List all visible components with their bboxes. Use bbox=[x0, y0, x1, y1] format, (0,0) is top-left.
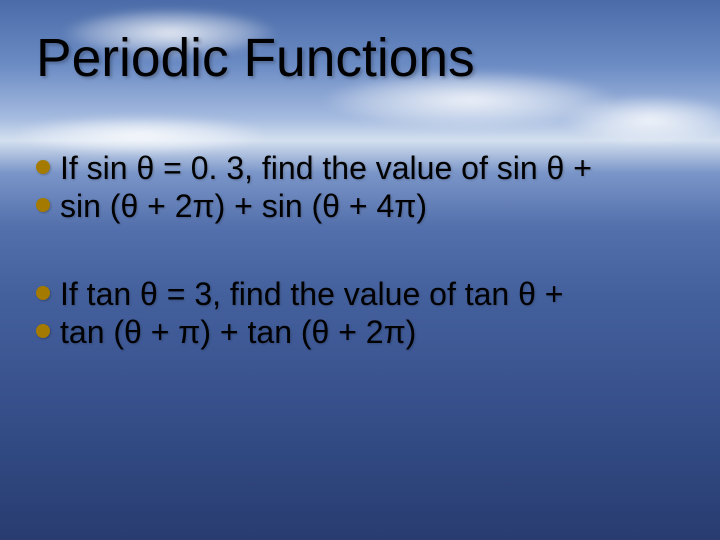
slide: Periodic Functions If sin θ = 0. 3, find… bbox=[0, 0, 720, 540]
bullet-text: If tan θ = 3, find the value of tan θ + bbox=[60, 276, 684, 313]
slide-body: If sin θ = 0. 3, find the value of sin θ… bbox=[36, 150, 684, 410]
bullet-icon bbox=[36, 324, 50, 338]
cloud-decoration bbox=[560, 95, 720, 145]
bullet-line: tan (θ + π) + tan (θ + 2π) bbox=[36, 314, 684, 351]
bullet-text: If sin θ = 0. 3, find the value of sin θ… bbox=[60, 150, 684, 187]
slide-title: Periodic Functions bbox=[36, 28, 475, 89]
bullet-text: tan (θ + π) + tan (θ + 2π) bbox=[60, 314, 684, 351]
bullet-icon bbox=[36, 198, 50, 212]
bullet-line: sin (θ + 2π) + sin (θ + 4π) bbox=[36, 188, 684, 225]
bullet-icon bbox=[36, 286, 50, 300]
bullet-icon bbox=[36, 160, 50, 174]
bullet-line: If tan θ = 3, find the value of tan θ + bbox=[36, 276, 684, 313]
bullet-line: If sin θ = 0. 3, find the value of sin θ… bbox=[36, 150, 684, 187]
cloud-decoration bbox=[10, 115, 270, 155]
bullet-text: sin (θ + 2π) + sin (θ + 4π) bbox=[60, 188, 684, 225]
